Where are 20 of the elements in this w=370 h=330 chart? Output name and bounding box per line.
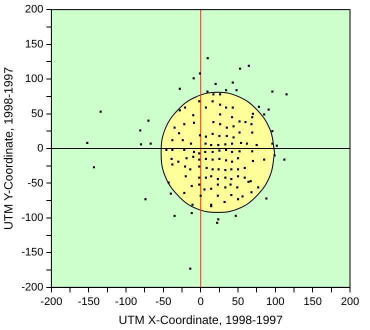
x-axis-title: UTM X-Coordinate, 1998-1997 [118, 313, 284, 328]
y-axis-title: UTM Y-Coordinate, 1998-1997 [2, 66, 16, 230]
y-tick-label: -50 [28, 177, 44, 190]
x-tick-label: -150 [78, 296, 100, 308]
y-tick-label: 50 [31, 108, 44, 120]
y-tick-label: -200 [21, 281, 44, 294]
x-tick-label: 0 [198, 296, 204, 308]
y-tick-label: 100 [25, 73, 44, 86]
y-tick-label: 200 [25, 4, 44, 16]
x-tick-label: 50 [232, 296, 244, 308]
x-tick-label: -200 [40, 296, 62, 308]
x-tick-label: -50 [155, 296, 172, 308]
x-tick-label: 100 [266, 296, 285, 308]
y-tick-label: -100 [21, 212, 44, 224]
x-tick-label: 200 [340, 296, 360, 308]
y-tick-label: 150 [25, 38, 44, 50]
y-tick-label: 0 [37, 142, 44, 155]
y-tick-label: -150 [21, 246, 44, 259]
x-tick-label: 150 [303, 296, 322, 308]
x-tick-label: -100 [115, 296, 138, 308]
